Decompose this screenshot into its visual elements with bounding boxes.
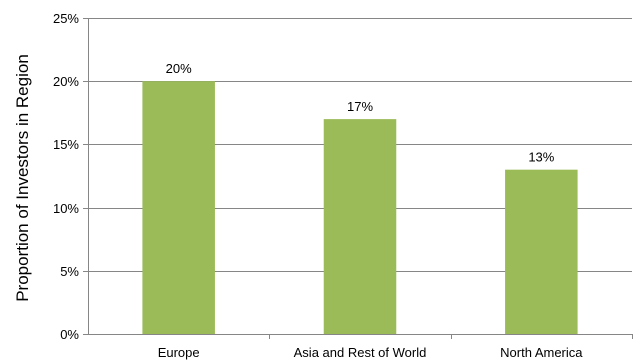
y-tick-label: 20% <box>53 74 79 89</box>
y-tick-label: 0% <box>60 327 79 342</box>
data-label: 17% <box>347 99 373 114</box>
bar-north-america <box>505 169 578 334</box>
y-tick-label: 10% <box>53 201 79 216</box>
data-label: 20% <box>166 61 192 76</box>
y-axis-title: Proportion of Investors in Region <box>13 54 32 302</box>
bars <box>142 81 578 335</box>
y-tick-label: 25% <box>53 11 79 26</box>
x-category-label: North America <box>500 345 583 360</box>
x-category-label: Asia and Rest of World <box>294 345 427 360</box>
bar-asia-and-rest-of-world <box>323 119 397 335</box>
y-tick-label: 5% <box>60 264 79 279</box>
x-category-label: Europe <box>158 345 200 360</box>
y-tick-label: 15% <box>53 137 79 152</box>
labels: 0% 5% 10% 15% 20% 25% 20% Europe 17% Asia and Res… <box>53 11 583 360</box>
axes <box>83 18 633 339</box>
bar-europe <box>142 81 215 334</box>
data-label: 13% <box>528 150 554 165</box>
